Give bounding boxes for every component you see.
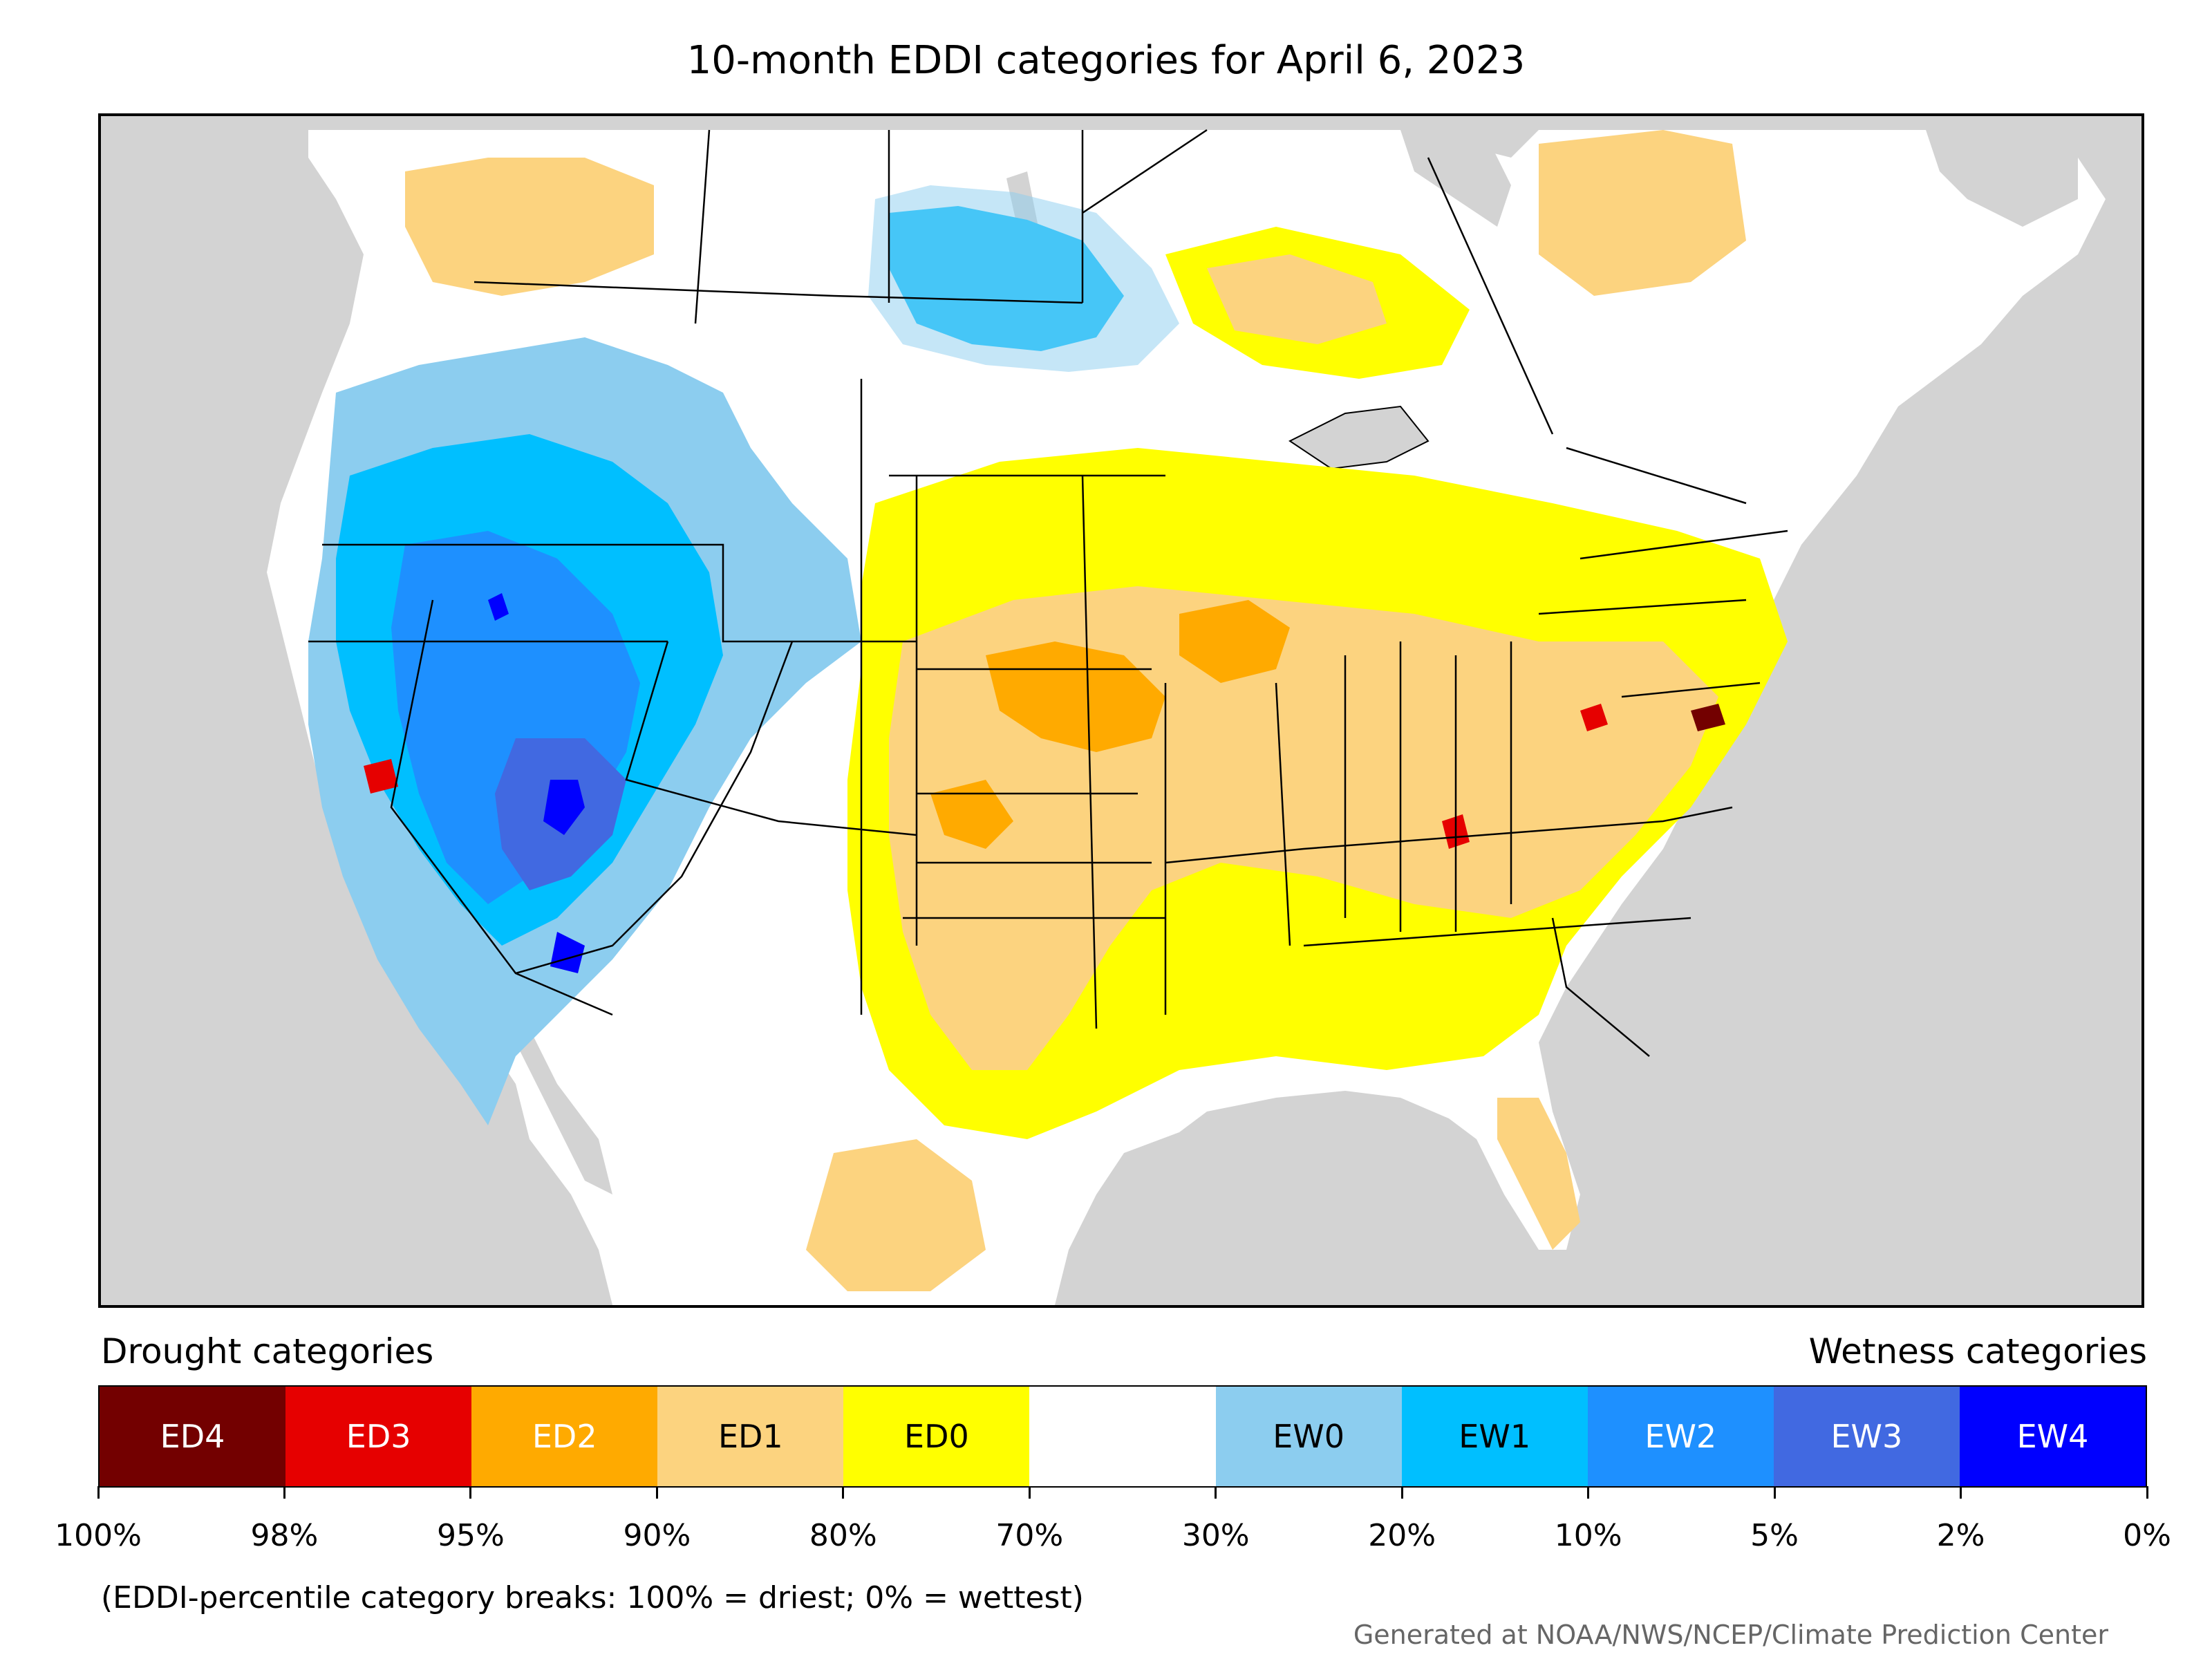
credit-line: Generated at NOAA/NWS/NCEP/Climate Predi… — [1353, 1620, 2108, 1650]
category-colorbar: ED4 ED3 ED2 ED1 ED0 EW0 EW1 EW2 EW3 EW4 — [98, 1385, 2147, 1488]
tick-label: 95% — [437, 1518, 505, 1553]
wetness-categories-label: Wetness categories — [1808, 1331, 2147, 1371]
tick-mark — [97, 1486, 100, 1499]
tick-label: 10% — [1554, 1518, 1622, 1553]
tick-mark — [1215, 1486, 1217, 1499]
dry-ed2-central — [930, 600, 1290, 849]
map-title: 10-month EDDI categories for April 6, 20… — [686, 38, 1526, 83]
dry-ed1-canada-east — [1539, 130, 1746, 296]
tick-label: 98% — [250, 1518, 319, 1553]
colorbar-segment-ew2: EW2 — [1587, 1387, 1774, 1486]
tick-label: 0% — [2123, 1518, 2171, 1553]
dry-ed1-mexico — [806, 1139, 986, 1291]
tick-mark — [2146, 1486, 2148, 1499]
tick-label: 80% — [809, 1518, 877, 1553]
colorbar-segment-ed4: ED4 — [100, 1387, 286, 1486]
tick-label: 70% — [995, 1518, 1064, 1553]
dry-ed1-pnw — [405, 158, 654, 296]
tick-label: 2% — [1936, 1518, 1985, 1553]
colorbar-segment-ed3: ED3 — [285, 1387, 472, 1486]
tick-mark — [842, 1486, 845, 1499]
tick-mark — [283, 1486, 285, 1499]
hudson-bay — [1400, 130, 1511, 227]
category-breaks-footnote: (EDDI-percentile category breaks: 100% =… — [101, 1580, 1084, 1615]
dry-ed1-canada-mid — [1207, 254, 1387, 344]
tick-mark — [655, 1486, 658, 1499]
tick-label: 90% — [623, 1518, 691, 1553]
state-boundaries — [308, 129, 1788, 1057]
tick-label: 20% — [1368, 1518, 1436, 1553]
colorbar-segment-ed0: ED0 — [843, 1387, 1030, 1486]
colorbar-segment-ew4: EW4 — [1959, 1387, 2146, 1486]
tick-label: 100% — [55, 1518, 142, 1553]
colorbar-segment-ew0: EW0 — [1215, 1387, 1402, 1486]
tick-label: 5% — [1750, 1518, 1799, 1553]
colorbar-segment-normal — [1029, 1387, 1216, 1486]
tick-mark — [469, 1486, 472, 1499]
drought-categories-label: Drought categories — [101, 1331, 434, 1371]
colorbar-segment-ed2: ED2 — [471, 1387, 658, 1486]
wet-ew4-west — [488, 593, 585, 973]
tick-label: 30% — [1181, 1518, 1250, 1553]
tick-mark — [1400, 1486, 1403, 1499]
wet-ew0-canada — [868, 185, 1179, 372]
tick-mark — [1028, 1486, 1031, 1499]
eddi-map — [98, 113, 2144, 1308]
colorbar-segment-ew3: EW3 — [1773, 1387, 1960, 1486]
colorbar-segment-ew1: EW1 — [1401, 1387, 1588, 1486]
tick-mark — [1960, 1486, 1962, 1499]
gulf-st-lawrence — [1926, 130, 2078, 227]
colorbar-segment-ed1: ED1 — [657, 1387, 844, 1486]
dry-ed1-florida — [1497, 1098, 1580, 1250]
tick-mark — [1587, 1486, 1590, 1499]
tick-mark — [1773, 1486, 1776, 1499]
